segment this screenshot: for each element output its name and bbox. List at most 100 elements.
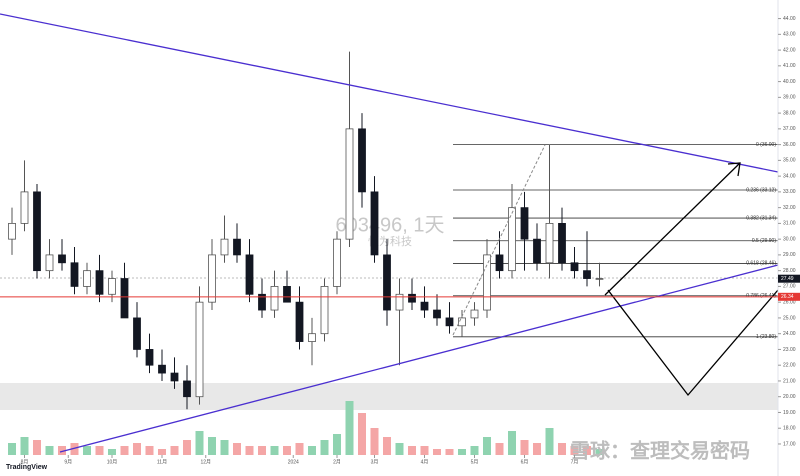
candle-body	[445, 317, 454, 327]
volume-bar	[133, 443, 141, 455]
y-tick-label: 40.00	[783, 79, 796, 85]
fib-label: 0.786 (26.41)	[746, 293, 776, 299]
volume-bar	[358, 413, 366, 455]
volume-bar	[295, 443, 304, 455]
candle-body	[545, 222, 554, 264]
y-tick-label: 23.00	[783, 347, 796, 353]
y-tick-label: 41.00	[783, 63, 796, 69]
candle-body	[433, 309, 441, 319]
volume-bar	[445, 449, 454, 455]
candle-body	[83, 270, 91, 287]
volume-bar	[170, 446, 179, 455]
candle-body	[170, 372, 179, 382]
y-tick-label: 17.00	[783, 441, 796, 447]
candle-body	[195, 301, 204, 398]
y-tick-label: 37.00	[783, 126, 796, 132]
volume-bar	[33, 440, 41, 455]
volume-bar	[45, 446, 54, 455]
candle-body	[145, 349, 154, 366]
volume-bar	[545, 428, 554, 455]
arrow-up	[604, 162, 741, 296]
volume-bar	[183, 440, 191, 455]
y-tick-label: 32.00	[783, 205, 796, 211]
y-tick-label: 33.00	[783, 189, 796, 195]
fib-label: 0 (36.00)	[756, 142, 776, 148]
price-marker	[778, 292, 800, 301]
candle-body	[333, 238, 341, 287]
candle-body	[220, 238, 229, 256]
volume-bar	[520, 440, 529, 455]
candle-body	[495, 254, 504, 272]
candle-body	[108, 278, 116, 295]
volume-bar	[495, 443, 504, 455]
volume-bar	[95, 446, 104, 455]
watermark: 603496, 1天	[336, 214, 445, 236]
y-tick-label: 24.00	[783, 331, 796, 337]
trendline-down	[0, 13, 779, 173]
fib-label: 0.5 (29.90)	[752, 238, 777, 244]
plot-layer: 0 (36.00) 0.236 (33.12) 0.382 (31.34) 0.5 (…	[8, 51, 778, 455]
candle-body	[95, 270, 104, 295]
arrow-head	[727, 162, 741, 177]
volume-bar	[120, 446, 129, 455]
volume-bar	[270, 446, 279, 455]
candle-body	[33, 191, 41, 272]
candle-body	[270, 286, 279, 311]
candle-body	[458, 317, 466, 327]
y-tick-label: 30.00	[783, 236, 796, 242]
volume-bar	[370, 428, 379, 455]
candle-body	[320, 286, 329, 335]
volume-bar	[58, 446, 66, 455]
volume-bar	[483, 437, 491, 455]
x-tick-label: 9月	[64, 459, 72, 465]
candle-body	[358, 128, 366, 193]
x-tick-label: 4月	[421, 459, 429, 465]
volume-bar	[245, 446, 254, 455]
candle-body	[70, 262, 79, 287]
volume-bar	[8, 443, 16, 455]
volume-bar	[508, 431, 516, 455]
volume-bar	[308, 446, 316, 455]
x-tick-label: 6月	[521, 459, 529, 465]
volume-bar	[220, 440, 229, 455]
fib-label: 1 (23.80)	[756, 334, 776, 340]
volume-bar	[158, 449, 166, 455]
x-tick-label: 5月	[471, 459, 479, 465]
x-tick-label: 2024	[288, 459, 299, 465]
x-tick-label: 11月	[157, 459, 167, 465]
y-tick-label: 25.00	[783, 315, 796, 321]
credit: 雪球：查理交易密码	[570, 438, 750, 462]
price-marker-label: 27.49	[781, 276, 794, 282]
y-tick-label: 22.00	[783, 363, 796, 369]
x-tick-label: 7月	[571, 459, 579, 465]
candle-body	[395, 293, 404, 311]
fib-label: 0.236 (33.12)	[746, 187, 776, 193]
candle-body	[558, 222, 566, 264]
fib-label: 0.382 (31.34)	[746, 215, 776, 221]
candle-body	[345, 128, 354, 240]
fib-label: 0.618 (28.46)	[746, 261, 776, 267]
candle-body	[595, 278, 604, 280]
volume-bar	[83, 446, 91, 455]
candle-body	[45, 254, 54, 272]
volume-bar	[458, 449, 466, 455]
candle-body	[470, 309, 479, 319]
candle-body	[245, 254, 254, 295]
volume-bar	[583, 446, 591, 455]
y-tick-label: 36.00	[783, 142, 796, 148]
price-marker-label: 26.34	[781, 294, 794, 300]
y-tick-label: 21.00	[783, 378, 796, 384]
volume-bar	[20, 437, 29, 455]
candle-body	[208, 254, 216, 303]
candle-body	[295, 301, 304, 342]
y-tick-label: 34.00	[783, 173, 796, 179]
y-tick-label: 31.00	[783, 221, 796, 227]
candle-body	[20, 191, 29, 224]
candle-body	[570, 262, 579, 272]
volume-bar	[233, 443, 241, 455]
candle-body	[533, 238, 541, 264]
volume-bar	[558, 443, 566, 455]
y-tick-label: 26.00	[783, 300, 796, 306]
volume-bar	[208, 437, 216, 455]
volume-bar	[70, 443, 79, 455]
